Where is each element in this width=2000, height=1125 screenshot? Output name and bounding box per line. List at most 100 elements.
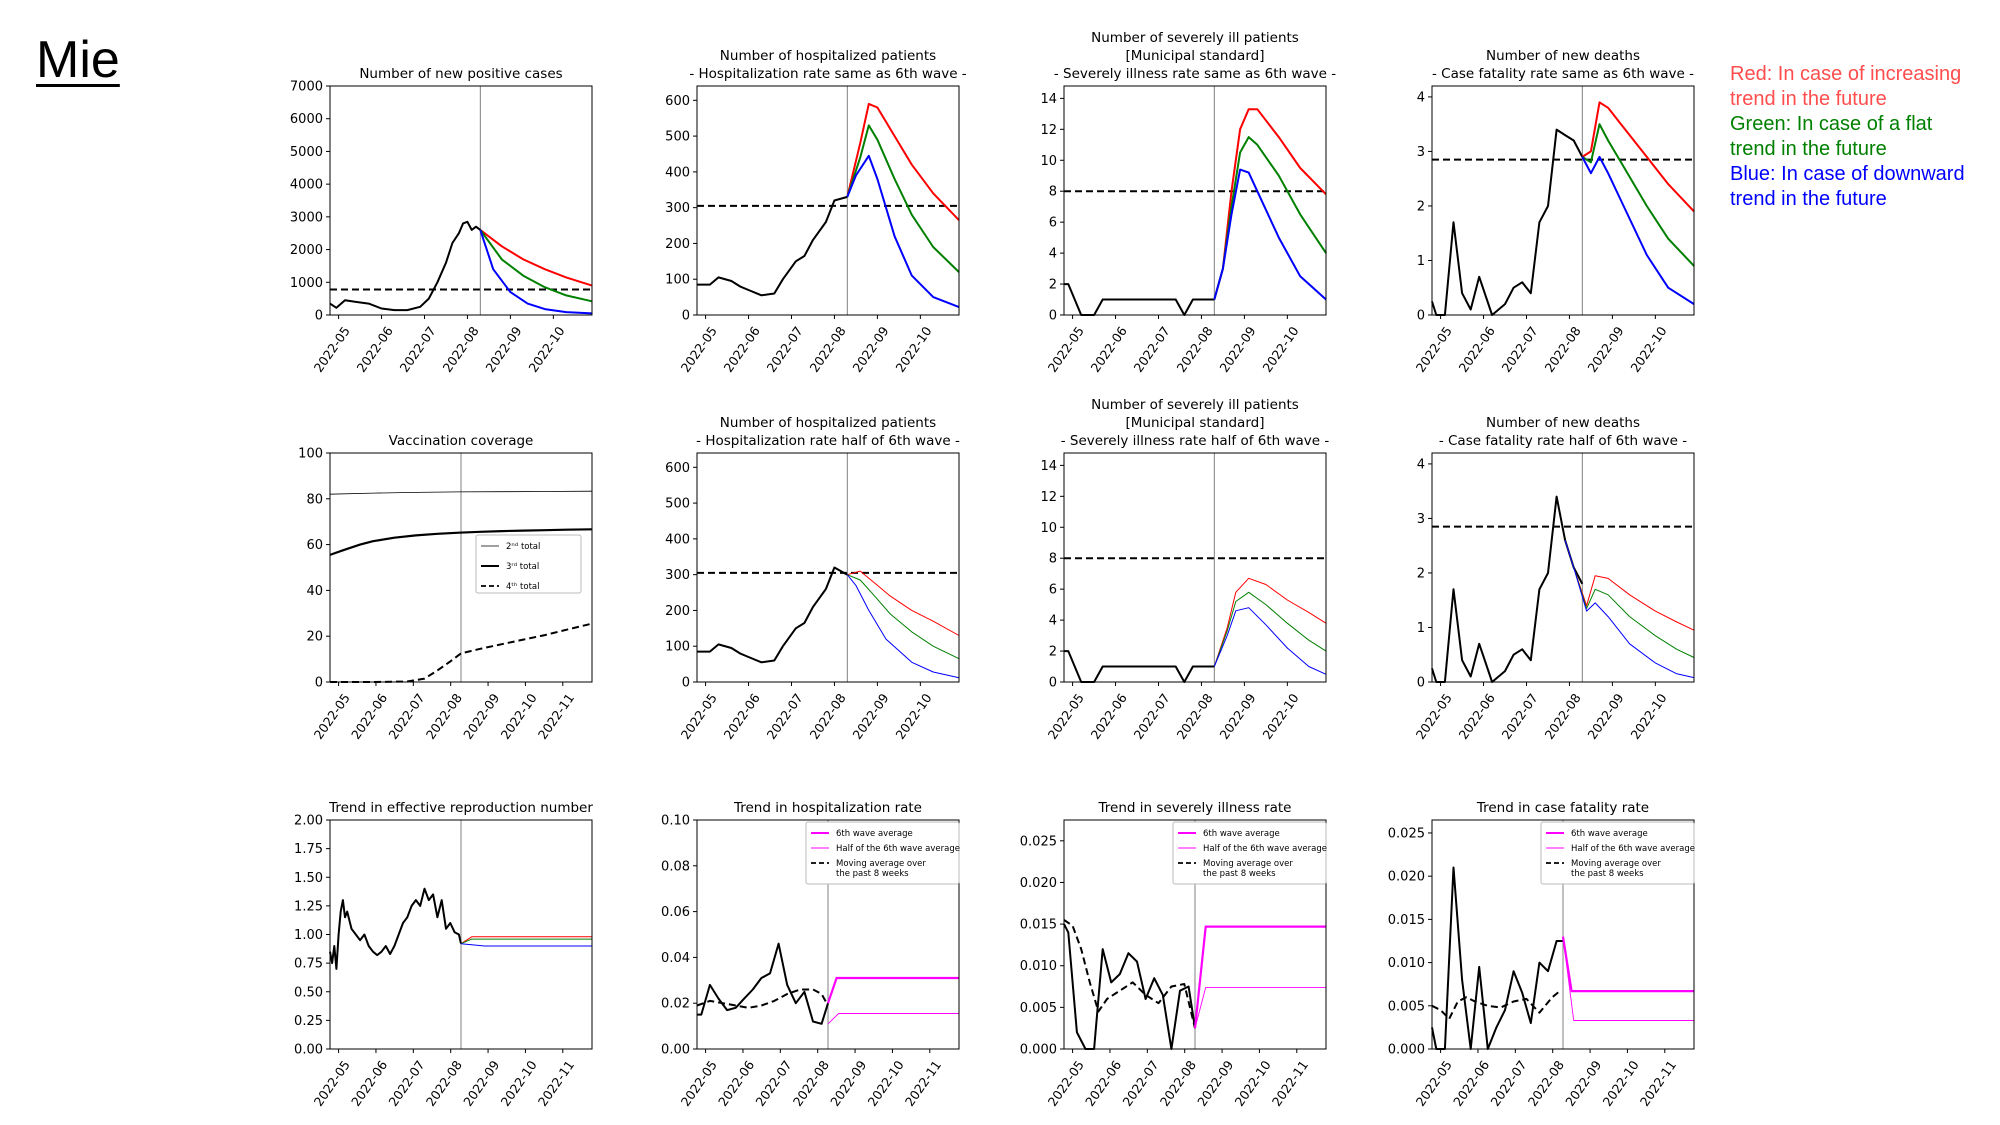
y-tick-label: 2 [1049,645,1057,660]
y-tick-label: 1000 [290,276,323,291]
x-tick-label: 2022-10 [1231,1058,1273,1109]
series-line-green [479,229,593,303]
y-tick-label: 10 [1040,521,1057,536]
series-line-red [479,229,593,287]
x-tick-label: 2022-08 [807,691,849,742]
y-tick-label: 1.50 [294,871,323,886]
series-line-black [697,195,848,297]
x-tick-label: 2022-09 [1562,1058,1604,1109]
x-tick-label: 2022-06 [348,1058,390,1109]
y-tick-label: 80 [306,492,323,507]
x-tick-label: 2022-06 [1082,1058,1124,1109]
y-tick-label: 8 [1049,185,1057,200]
chart-title: - Case fatality rate same as 6th wave - [1432,66,1694,82]
x-tick-label: 2022-07 [764,691,806,742]
scenario-legend: Red: In case of increasing trend in the … [1730,62,1965,212]
y-tick-label: 0 [315,676,323,691]
series-line-black [697,566,848,664]
series-line-magenta [1194,986,1326,1029]
y-tick-label: 4 [1049,247,1057,262]
x-tick-label: 2022-10 [525,324,567,375]
scenario-legend-green: Green: In case of a flat trend in the fu… [1730,113,1933,160]
x-tick-label: 2022-09 [482,324,524,375]
plot-frame [1431,452,1695,683]
y-tick-label: 7000 [290,80,323,95]
chart-legend [1540,821,1695,885]
chart-title: Trend in effective reproduction number [328,800,593,816]
y-tick-label: 3 [1417,512,1425,527]
x-tick-label: 2022-09 [460,1058,502,1109]
y-tick-label: 0.75 [294,957,323,972]
y-tick-label: 20 [306,630,323,645]
y-tick-label: 14 [1040,92,1057,107]
chart-9: Trend in effective reproduction number 0.… [294,800,593,1109]
scenario-legend-blue: Blue: In case of downward trend in the f… [1730,163,1965,210]
series-line-magenta [1193,925,1326,1029]
y-tick-label: 2 [1417,199,1425,214]
y-tick-label: 0.00 [661,1043,690,1058]
x-tick-label: 2022-07 [1487,1058,1529,1109]
chart-title: - Hospitalization rate half of 6th wave … [696,433,960,449]
series-line-red [846,102,960,221]
legend-label: 2ⁿᵈ total [506,542,540,552]
series-line-green [1581,123,1695,267]
x-tick-label: 2022-08 [807,324,849,375]
x-tick-label: 2022-11 [1269,1058,1311,1109]
x-tick-label: 2022-06 [1456,324,1498,375]
series-line-black [1431,866,1563,1050]
y-tick-label: 2.00 [294,814,323,829]
plot-frame [329,85,593,316]
x-tick-label: 2022-05 [1413,1058,1455,1109]
x-tick-label: 2022-09 [1216,324,1258,375]
series-line-blue [460,943,592,947]
y-tick-label: 200 [665,237,690,252]
chart-title: [Municipal standard] [1126,48,1265,64]
plot-frame [1063,85,1327,316]
plot-frame [696,819,960,1050]
series-line-blue [846,574,960,679]
series-line-blue [1213,607,1327,675]
x-tick-label: 2022-06 [1450,1058,1492,1109]
x-tick-label: 2022-10 [864,1058,906,1109]
series-line-blue [1213,168,1327,301]
chart-2: Number of hospitalized patients - Hospita… [665,48,967,375]
y-tick-label: 100 [665,273,690,288]
plot-frame [696,85,960,316]
y-tick-label: 0.020 [1388,870,1425,885]
y-tick-label: 0.010 [1388,956,1425,971]
series-line-black [329,490,593,495]
x-tick-label: 2022-07 [397,324,439,375]
y-tick-label: 2 [1049,278,1057,293]
x-tick-label: 2022-08 [440,324,482,375]
y-tick-label: 0.00 [294,1043,323,1058]
x-tick-label: 2022-08 [1542,691,1584,742]
y-tick-label: 1 [1417,254,1425,269]
x-tick-label: 2022-05 [1045,1058,1087,1109]
series-line-red [847,570,960,636]
x-tick-label: 2022-10 [1627,324,1669,375]
x-tick-label: 2022-09 [827,1058,869,1109]
series-line-green [1213,591,1327,667]
x-tick-label: 2022-09 [849,691,891,742]
x-tick-label: 2022-09 [849,324,891,375]
y-tick-label: 0.015 [1020,918,1057,933]
y-tick-label: 0.025 [1388,826,1425,841]
x-tick-label: 2022-05 [311,1058,353,1109]
y-tick-label: 0.02 [661,997,690,1012]
x-tick-label: 2022-07 [1119,1058,1161,1109]
chart-title: Vaccination coverage [389,433,534,449]
y-tick-label: 4 [1049,614,1057,629]
y-tick-label: 2 [1417,566,1425,581]
legend-label: the past 8 weeks [836,869,909,879]
x-tick-label: 2022-07 [1499,324,1541,375]
y-tick-label: 1.75 [294,842,323,857]
x-tick-label: 2022-06 [348,691,390,742]
y-tick-label: 0 [1049,676,1057,691]
legend-label: Half of the 6th wave average [836,844,960,854]
x-tick-label: 2022-10 [1259,324,1301,375]
x-tick-label: 2022-05 [311,324,353,375]
legend-label: 6th wave average [1571,829,1648,839]
series-line-blue [1564,540,1695,679]
x-tick-label: 2022-11 [1637,1058,1679,1109]
series-line-red [1581,101,1695,213]
